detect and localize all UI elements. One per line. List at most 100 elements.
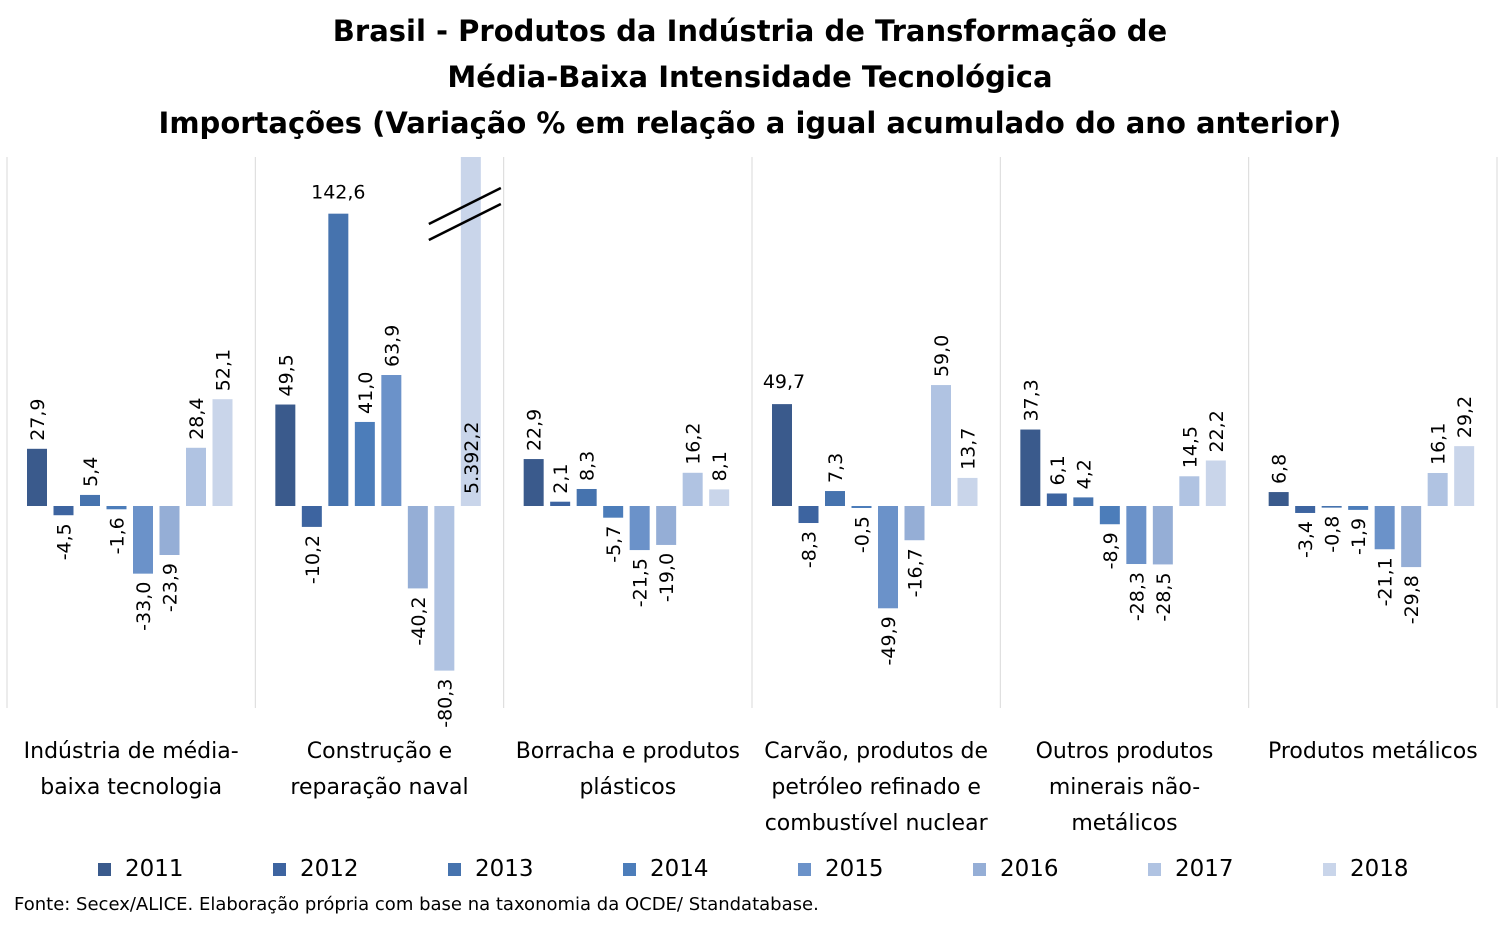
data-label: -8,9 (1100, 532, 1122, 569)
legend-item-2011: 2011 (98, 856, 184, 882)
bar-2015-cat-4 (1126, 506, 1147, 565)
data-label: 14,5 (1179, 426, 1201, 468)
legend-item-2015: 2015 (798, 856, 884, 882)
category-label: Borracha e produtos (516, 739, 740, 764)
bar-2013-cat-5 (1321, 506, 1342, 508)
legend-label: 2018 (1350, 856, 1409, 882)
axis-break-mark (428, 186, 502, 226)
data-label: -40,2 (408, 596, 430, 645)
data-label: -10,2 (302, 535, 324, 584)
data-label: -1,6 (107, 517, 129, 554)
data-label: 29,2 (1454, 396, 1476, 438)
data-label: -49,9 (878, 616, 900, 665)
data-label: 49,7 (763, 371, 805, 393)
chart-title-line-3: Importações (Variação % em relação a igu… (158, 106, 1342, 140)
legend-item-2014: 2014 (623, 856, 709, 882)
bar-2013-cat-3 (825, 491, 845, 506)
data-label: -28,3 (1126, 572, 1148, 621)
legend-label: 2013 (475, 856, 534, 882)
data-label: 52,1 (213, 349, 235, 391)
legend-item-2012: 2012 (273, 856, 359, 882)
bar-2018-cat-2 (709, 489, 730, 506)
bar-2011-cat-2 (523, 459, 544, 506)
bar-2017-cat-5 (1427, 472, 1448, 506)
bar-2015-cat-2 (629, 506, 650, 551)
bar-2018-cat-5 (1454, 446, 1475, 506)
data-label: 5,4 (80, 457, 102, 487)
data-label: -1,9 (1348, 518, 1370, 555)
category-label: minerais não- (1049, 775, 1200, 800)
category-label: reparação naval (290, 775, 468, 800)
bar-2017-cat-0 (186, 447, 206, 506)
bar-2011-cat-4 (1020, 429, 1041, 506)
bar-2013-cat-0 (80, 494, 100, 506)
data-label: 27,9 (27, 398, 49, 440)
bar-2015-cat-5 (1374, 506, 1395, 550)
data-label: 22,2 (1206, 410, 1228, 452)
category-label: Indústria de média- (24, 739, 239, 764)
legend-swatch (1323, 862, 1336, 876)
bar-2011-cat-0 (27, 448, 47, 506)
data-label: -29,8 (1401, 575, 1423, 624)
legend-swatch (98, 862, 111, 876)
source-note: Fonte: Secex/ALICE. Elaboração própria c… (14, 894, 819, 915)
category-label: combustível nuclear (765, 811, 989, 836)
legend-label: 2014 (650, 856, 709, 882)
data-label: 6,8 (1269, 454, 1291, 484)
legend-item-2013: 2013 (448, 856, 534, 882)
category-label: Construção e (307, 739, 452, 764)
legend-swatch (623, 862, 636, 876)
bar-2016-cat-0 (159, 506, 180, 555)
legend-label: 2011 (125, 856, 184, 882)
data-label: -21,1 (1375, 557, 1397, 606)
bar-2016-cat-3 (904, 506, 925, 541)
data-label: 6,1 (1047, 455, 1069, 485)
bar-2014-cat-0 (106, 506, 127, 510)
category-label: Outros produtos (1036, 739, 1214, 764)
data-label: -28,5 (1153, 572, 1175, 621)
bar-2014-cat-1 (354, 421, 375, 506)
bar-2018-cat-3 (957, 477, 978, 506)
category-label: metálicos (1071, 811, 1177, 836)
bar-2016-cat-2 (656, 506, 677, 545)
bar-2012-cat-0 (53, 506, 74, 516)
data-label: 28,4 (186, 397, 208, 439)
legend-label: 2012 (300, 856, 359, 882)
bar-2011-cat-1 (275, 404, 296, 506)
data-label: 142,6 (311, 182, 365, 204)
bar-2013-cat-1 (328, 213, 349, 507)
data-label: 22,9 (524, 409, 546, 451)
bar-2011-cat-3 (772, 404, 792, 506)
legend-swatch (973, 862, 986, 876)
bar-2015-cat-1 (381, 375, 402, 506)
data-label: 59,0 (931, 335, 953, 377)
data-label: -23,9 (160, 563, 182, 612)
legend-label: 2015 (825, 856, 884, 882)
bar-2017-cat-3 (931, 385, 951, 506)
data-label: 37,3 (1020, 379, 1042, 421)
data-label: -16,7 (905, 548, 927, 597)
bar-2012-cat-2 (550, 501, 571, 506)
chart-title: Brasil - Produtos da Indústria de Transf… (0, 8, 1500, 146)
category-label: petróleo refinado e (771, 775, 981, 800)
bar-2014-cat-5 (1348, 506, 1369, 510)
bar-2014-cat-4 (1099, 506, 1120, 525)
data-label: -8,3 (799, 531, 821, 568)
data-label: 63,9 (381, 325, 403, 367)
data-label: 13,7 (958, 428, 980, 470)
bar-2016-cat-1 (407, 506, 428, 589)
chart-legend: 2011 2012 2013 2014 2015 2016 2017 2018 (0, 856, 1500, 888)
bar-chart: 27,9 49,5 22,9 49,7 37,3 6,8 -4,5 -10,2 2,1 -8,3 6… (6, 157, 1498, 836)
data-label: 4,2 (1073, 459, 1095, 489)
bar-2013-cat-2 (576, 488, 597, 506)
data-label: -4,5 (54, 523, 76, 560)
data-label: 16,2 (683, 422, 705, 464)
bar-2018-cat-0 (212, 399, 233, 506)
category-label: Carvão, produtos de (764, 739, 988, 764)
bar-2016-cat-4 (1152, 506, 1173, 565)
chart-title-line-1: Brasil - Produtos da Indústria de Transf… (332, 14, 1168, 48)
legend-swatch (448, 862, 461, 876)
bar-2012-cat-3 (798, 506, 819, 524)
bar-2017-cat-4 (1179, 476, 1200, 506)
legend-swatch (273, 862, 286, 876)
